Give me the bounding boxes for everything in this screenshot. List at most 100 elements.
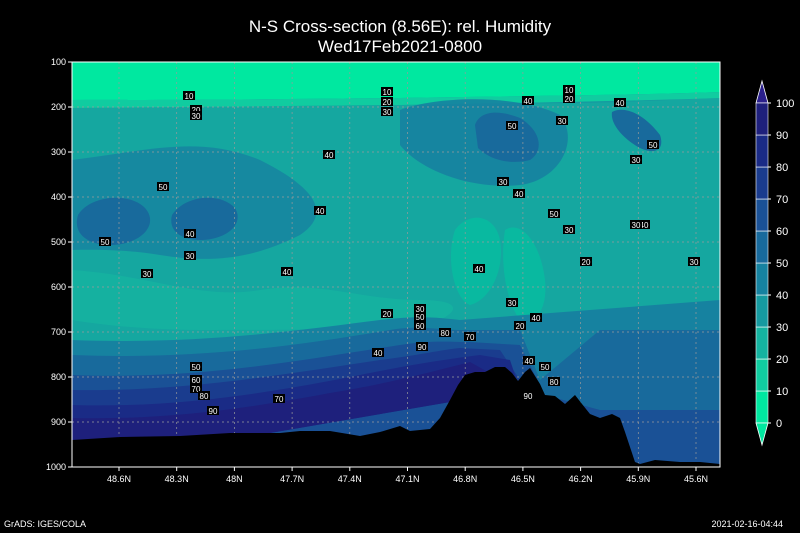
- contour-label: 30: [186, 252, 195, 261]
- contour-label: 30: [192, 112, 201, 121]
- y-tick-label: 100: [51, 57, 66, 67]
- contour-label-bg: [514, 321, 526, 330]
- contour-label-bg: [630, 220, 642, 229]
- y-tick-label: 300: [51, 147, 66, 157]
- contour-label: 90: [524, 392, 533, 401]
- contour-label: 30: [508, 299, 517, 308]
- colorbar-swatch: [755, 390, 769, 424]
- x-axis: 48.6N 48.3N 48N 47.7N 47.4N 47.1N 46.8N 46.5N 46…: [107, 467, 708, 484]
- contour-label-bg: [183, 91, 195, 100]
- contour-label: 40: [325, 151, 334, 160]
- contour-label-bg: [523, 356, 535, 365]
- contour-label-bg: [688, 257, 700, 266]
- contour-label: 40: [525, 357, 534, 366]
- contour-label: 30: [499, 178, 508, 187]
- contour-label: 50: [192, 363, 201, 372]
- contour-label-bg: [190, 362, 202, 371]
- colorbar-tick-label: 80: [776, 162, 788, 174]
- contour-label-bg: [190, 105, 202, 114]
- chart-title: N-S Cross-section (8.56E): rel. Humidity: [248, 17, 552, 36]
- contour-label-bg: [190, 111, 202, 120]
- x-tick-label: 47.7N: [280, 474, 304, 484]
- contour-label: 10: [383, 88, 392, 97]
- contour-label-bg: [381, 97, 393, 106]
- contour-label-bg: [190, 375, 202, 384]
- x-tick-label: 47.1N: [395, 474, 419, 484]
- contour-label: 30: [383, 108, 392, 117]
- contour-label: 30: [632, 221, 641, 230]
- y-tick-label: 700: [51, 327, 66, 337]
- contour-label-bg: [580, 257, 592, 266]
- contour-label: 60: [416, 322, 425, 331]
- footer-credit: GrADS: IGES/COLA: [4, 519, 87, 529]
- contour-label-bg: [530, 313, 542, 322]
- colorbar: 0 10 20 30 40 50 60 70 80 90 100: [755, 79, 794, 447]
- contour-label: 70: [192, 385, 201, 394]
- colorbar-tick-label: 70: [776, 194, 788, 206]
- contour-label: 30: [565, 226, 574, 235]
- colorbar-tick-label: 50: [776, 258, 788, 270]
- contour-label-bg: [439, 328, 451, 337]
- colorbar-top-arrow: [755, 79, 769, 104]
- contour-label-bg: [273, 394, 285, 403]
- x-tick-label: 48.6N: [107, 474, 131, 484]
- colorbar-swatch: [755, 102, 769, 136]
- contour-label: 80: [200, 392, 209, 401]
- contour-label: 30: [416, 305, 425, 314]
- contour-label: 20: [383, 98, 392, 107]
- contour-label: 20: [516, 322, 525, 331]
- contour-label-bg: [497, 177, 509, 186]
- contour-label: 50: [649, 141, 658, 150]
- x-tick-label: 46.8N: [453, 474, 477, 484]
- contour-label-bg: [506, 298, 518, 307]
- contour-label: 40: [186, 230, 195, 239]
- contour-label: 50: [541, 363, 550, 372]
- contour-label-bg: [522, 96, 534, 105]
- contour-label: 50: [159, 183, 168, 192]
- x-tick-label: 47.4N: [338, 474, 362, 484]
- contour-label-bg: [513, 189, 525, 198]
- contour-label-bg: [414, 321, 426, 330]
- contour-label-bg: [99, 237, 111, 246]
- contour-label-bg: [323, 150, 335, 159]
- plot-frame: [71, 61, 721, 468]
- x-tick-label: 48.3N: [165, 474, 189, 484]
- contour-label-bg: [281, 267, 293, 276]
- contour-label-bg: [473, 264, 485, 273]
- contour-label: 30: [558, 117, 567, 126]
- colorbar-swatch: [755, 198, 769, 232]
- x-tick-label: 46.5N: [511, 474, 535, 484]
- contour-label-bg: [381, 309, 393, 318]
- contour-label: 10: [565, 86, 574, 95]
- x-tick-label: 45.9N: [626, 474, 650, 484]
- y-tick-label: 800: [51, 372, 66, 382]
- contour-label: 40: [616, 99, 625, 108]
- contour-label: 40: [283, 268, 292, 277]
- contour-label: 30: [143, 270, 152, 279]
- contour-labels: 1020301020304050102030405040304030404050…: [99, 85, 700, 416]
- chart-subtitle: Wed17Feb2021-0800: [317, 37, 483, 56]
- contour-label-bg: [184, 251, 196, 260]
- contour-label-bg: [464, 332, 476, 341]
- contour-label-bg: [556, 116, 568, 125]
- y-tick-label: 1000: [46, 462, 66, 472]
- contour-label: 70: [466, 333, 475, 342]
- contour-label: 50: [550, 210, 559, 219]
- contour-label-bg: [539, 362, 551, 371]
- contour-label-bg: [563, 225, 575, 234]
- colorbar-tick-label: 60: [776, 226, 788, 238]
- contour-label: 50: [508, 122, 517, 131]
- contour-label: 30: [690, 258, 699, 267]
- contour-label: 40: [475, 265, 484, 274]
- colorbar-swatch: [755, 262, 769, 296]
- colorbar-swatch: [755, 358, 769, 392]
- contour-label-bg: [157, 182, 169, 191]
- y-tick-label: 600: [51, 282, 66, 292]
- contour-label-bg: [563, 94, 575, 103]
- contour-label: 90: [418, 343, 427, 352]
- contour-label: 40: [515, 190, 524, 199]
- contour-label-bg: [506, 121, 518, 130]
- contour-label-bg: [141, 269, 153, 278]
- contour-label-bg: [416, 342, 428, 351]
